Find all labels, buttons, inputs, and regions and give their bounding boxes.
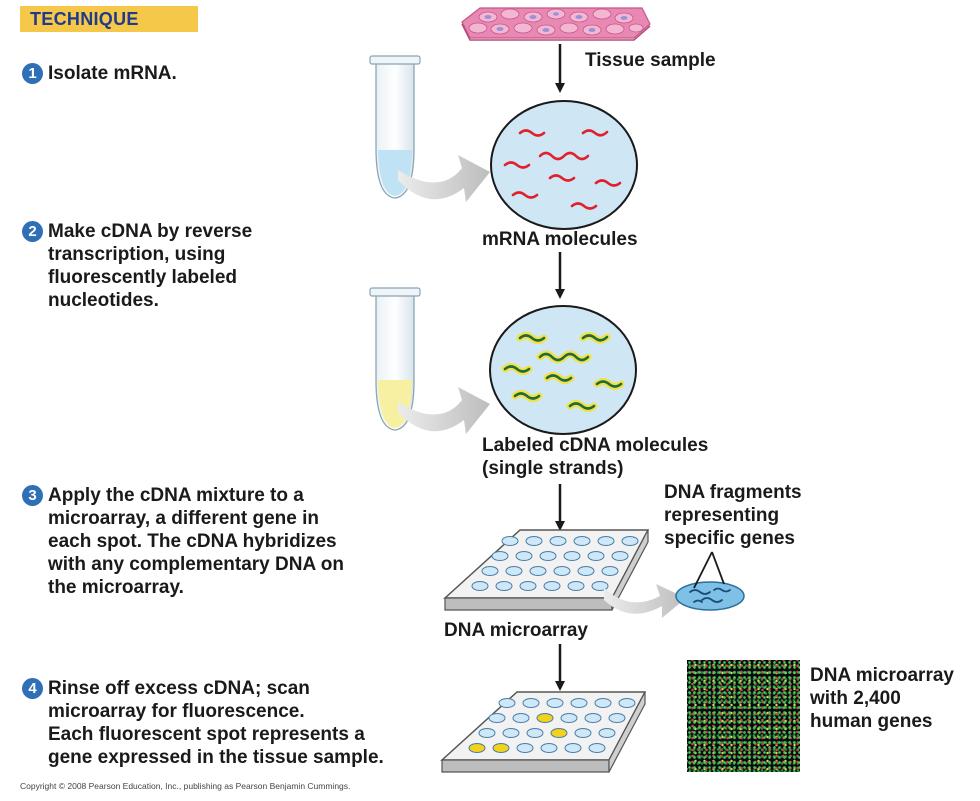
array-spot	[591, 581, 609, 591]
array-spot	[587, 551, 605, 561]
array-spot	[598, 728, 616, 738]
microarray-spots	[471, 536, 639, 591]
array-spot	[570, 698, 588, 708]
array-spot	[574, 728, 592, 738]
array-spot	[491, 551, 509, 561]
label-tissue-sample: Tissue sample	[585, 50, 716, 71]
tissue-sample-graphic	[461, 7, 651, 41]
label-microarray-genes: DNA microarray with 2,400 human genes	[810, 665, 954, 732]
array-spot	[564, 743, 582, 753]
gray-arrow-3	[604, 584, 686, 618]
fluorescent-microarray-spots	[468, 698, 636, 753]
array-spot	[478, 728, 496, 738]
array-spot	[618, 698, 636, 708]
step-number-3: 3	[22, 485, 43, 506]
array-spot	[577, 566, 595, 576]
array-spot	[597, 536, 615, 546]
step-number-2: 2	[22, 221, 43, 242]
array-spot	[594, 698, 612, 708]
array-spot	[608, 713, 626, 723]
copyright: Copyright © 2008 Pearson Education, Inc.…	[20, 781, 351, 791]
step-3-text: Apply the cDNA mixture to a microarray, …	[48, 485, 344, 598]
step-2: 2 Make cDNA by reverse transcription, us…	[22, 220, 252, 312]
scanned-microarray-slide	[440, 691, 647, 773]
label-labeled-cdna: Labeled cDNA molecules (single strands)	[482, 435, 709, 479]
array-spot	[621, 536, 639, 546]
array-spot	[611, 551, 629, 561]
fluorescent-spot	[492, 743, 510, 753]
array-spot	[529, 566, 547, 576]
array-spot	[526, 728, 544, 738]
array-spot	[573, 536, 591, 546]
array-spot	[553, 566, 571, 576]
array-spot	[471, 581, 489, 591]
array-spot	[495, 581, 513, 591]
cdna-circle	[489, 305, 637, 435]
mrna-circle	[490, 100, 638, 230]
array-spot	[546, 698, 564, 708]
array-spot	[522, 698, 540, 708]
step-number-4: 4	[22, 678, 43, 699]
dna-microarray-slide	[443, 529, 650, 611]
array-spot	[501, 536, 519, 546]
array-spot	[560, 713, 578, 723]
array-spot	[488, 713, 506, 723]
array-spot	[498, 698, 516, 708]
array-spot	[519, 581, 537, 591]
array-spot	[540, 743, 558, 753]
step-4-text: Rinse off excess cDNA; scan microarray f…	[48, 678, 384, 768]
dna-fragments-dish	[675, 551, 745, 611]
array-spot	[502, 728, 520, 738]
array-spot	[512, 713, 530, 723]
step-4: 4 Rinse off excess cDNA; scan microarray…	[22, 677, 384, 769]
step-number-1: 1	[22, 63, 43, 84]
fluorescent-spot	[550, 728, 568, 738]
array-spot	[567, 581, 585, 591]
array-spot	[543, 581, 561, 591]
microarray-scan-image	[687, 660, 800, 772]
step-1: 1 Isolate mRNA.	[22, 62, 177, 85]
array-spot	[563, 551, 581, 561]
fluorescent-spot	[468, 743, 486, 753]
gray-arrow-2	[398, 387, 490, 434]
label-dna-fragments: DNA fragments representing specific gene…	[664, 482, 802, 549]
array-spot	[584, 713, 602, 723]
array-spot	[516, 743, 534, 753]
array-spot	[515, 551, 533, 561]
step-1-text: Isolate mRNA.	[48, 63, 177, 84]
test-tube-mrna	[369, 55, 421, 199]
gray-arrow-1	[398, 155, 490, 202]
array-spot	[505, 566, 523, 576]
array-spot	[539, 551, 557, 561]
array-spot	[588, 743, 606, 753]
test-tube-cdna	[369, 287, 421, 431]
step-3: 3 Apply the cDNA mixture to a microarray…	[22, 484, 344, 599]
array-spot	[601, 566, 619, 576]
fluorescent-spot	[536, 713, 554, 723]
array-spot	[525, 536, 543, 546]
label-mrna-molecules: mRNA molecules	[482, 229, 638, 250]
technique-banner: TECHNIQUE	[20, 6, 198, 32]
label-dna-microarray: DNA microarray	[444, 620, 588, 641]
array-spot	[549, 536, 567, 546]
step-2-text: Make cDNA by reverse transcription, usin…	[48, 221, 253, 311]
array-spot	[481, 566, 499, 576]
